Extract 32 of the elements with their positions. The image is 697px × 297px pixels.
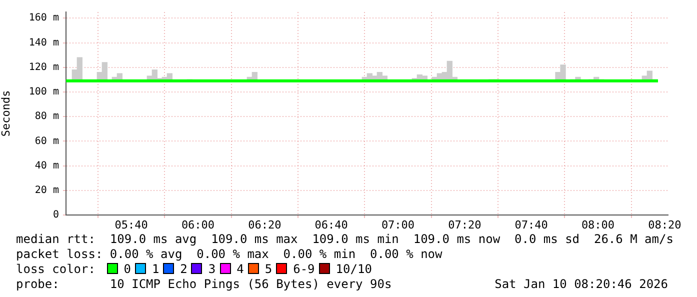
y-tick-label: 100 m <box>28 86 59 98</box>
x-tick-label: 05:40 <box>114 218 148 232</box>
legend-label: 1 <box>152 262 160 276</box>
legend-label: 6-9 <box>293 262 315 276</box>
legend-label: 3 <box>208 262 216 276</box>
x-tick-label: 06:20 <box>248 218 282 232</box>
x-tick-label: 06:40 <box>314 218 348 232</box>
y-tick-label: 40 m <box>34 160 59 172</box>
x-tick-label: 07:00 <box>381 218 415 232</box>
legend-label: 0 <box>124 262 131 276</box>
text: packet loss: 0.00 % avg 0.00 % max 0.00 % min 0.00 % now <box>15 247 444 262</box>
y-tick-label: 20 m <box>34 184 59 196</box>
y-tick-label: 140 m <box>28 37 59 48</box>
y-tick-label: 80 m <box>34 111 59 122</box>
x-tick-label: 07:40 <box>514 218 548 232</box>
x-tick-label: 06:00 <box>181 218 215 232</box>
y-tick-label: 0 <box>52 210 59 221</box>
x-tick-label: 07:20 <box>448 218 482 232</box>
x-tick-label: 08:00 <box>581 218 615 232</box>
y-tick-label: 160 m <box>28 12 59 24</box>
text: median rtt: 109.0 ms avg 109.0 ms max 109.0 ms min 109.0 ms now 0.0 ms sd 26.6 M am/s <box>15 232 674 247</box>
y-tick-label: 120 m <box>28 62 59 73</box>
legend-label: 2 <box>180 262 188 276</box>
y-axis-title: Seconds <box>0 90 12 137</box>
legend-label: 5 <box>264 262 272 276</box>
legend-label: 4 <box>236 262 244 276</box>
y-tick-label: 60 m <box>34 136 59 147</box>
text: Sat Jan 10 08:20:46 2026 <box>494 277 668 292</box>
text: probe: 10 ICMP Echo Pings (56 Bytes) every 90s <box>16 277 392 292</box>
legend-title: loss color: <box>16 262 96 276</box>
legend-label: 10/10 <box>336 262 372 276</box>
x-tick-label: 08:20 <box>648 218 682 232</box>
